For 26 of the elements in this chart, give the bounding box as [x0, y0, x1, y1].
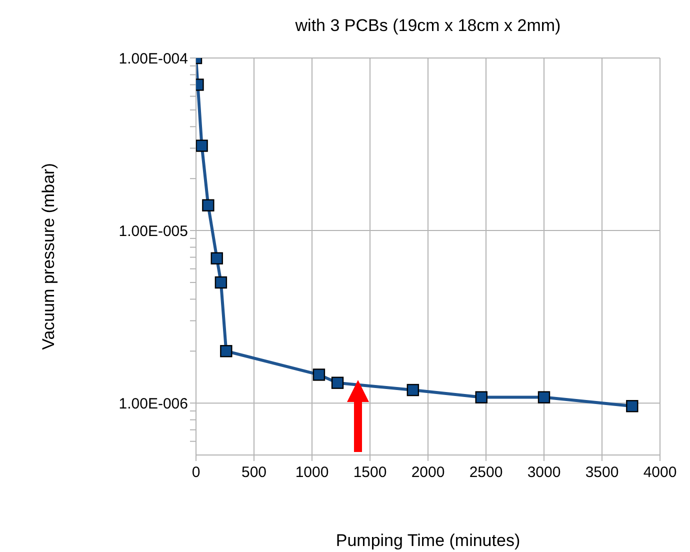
y-axis-title: Vacuum pressure (mbar): [39, 163, 58, 350]
y-tick-label: 1.00E-006: [118, 395, 188, 412]
x-tick-label: 2500: [469, 464, 503, 481]
point: [331, 376, 344, 389]
point: [538, 391, 550, 404]
point: [202, 199, 214, 212]
x-tick-label: 4000: [643, 464, 677, 481]
x-tick-label: 0: [192, 464, 200, 481]
point: [214, 276, 228, 289]
y-tick-label: 1.00E-004: [118, 50, 188, 68]
x-tick-label: 2000: [411, 464, 445, 481]
x-tick-label: 3500: [585, 464, 619, 481]
point: [210, 252, 223, 264]
point: [406, 384, 420, 396]
x-axis-title: Pumping Time (minutes): [336, 531, 520, 550]
x-tick-label: 3000: [527, 464, 561, 481]
x-tick-label: 500: [241, 464, 267, 481]
point: [626, 400, 638, 412]
y-tick-label: 1.00E-005: [118, 222, 188, 240]
point: [312, 368, 326, 381]
x-tick-label: 1000: [295, 464, 329, 481]
x-tick-label: 1500: [353, 464, 387, 481]
point: [475, 391, 488, 404]
point: [220, 345, 232, 358]
chart-title: with 3 PCBs (19cm x 18cm x 2mm): [294, 16, 562, 36]
point: [196, 140, 208, 152]
